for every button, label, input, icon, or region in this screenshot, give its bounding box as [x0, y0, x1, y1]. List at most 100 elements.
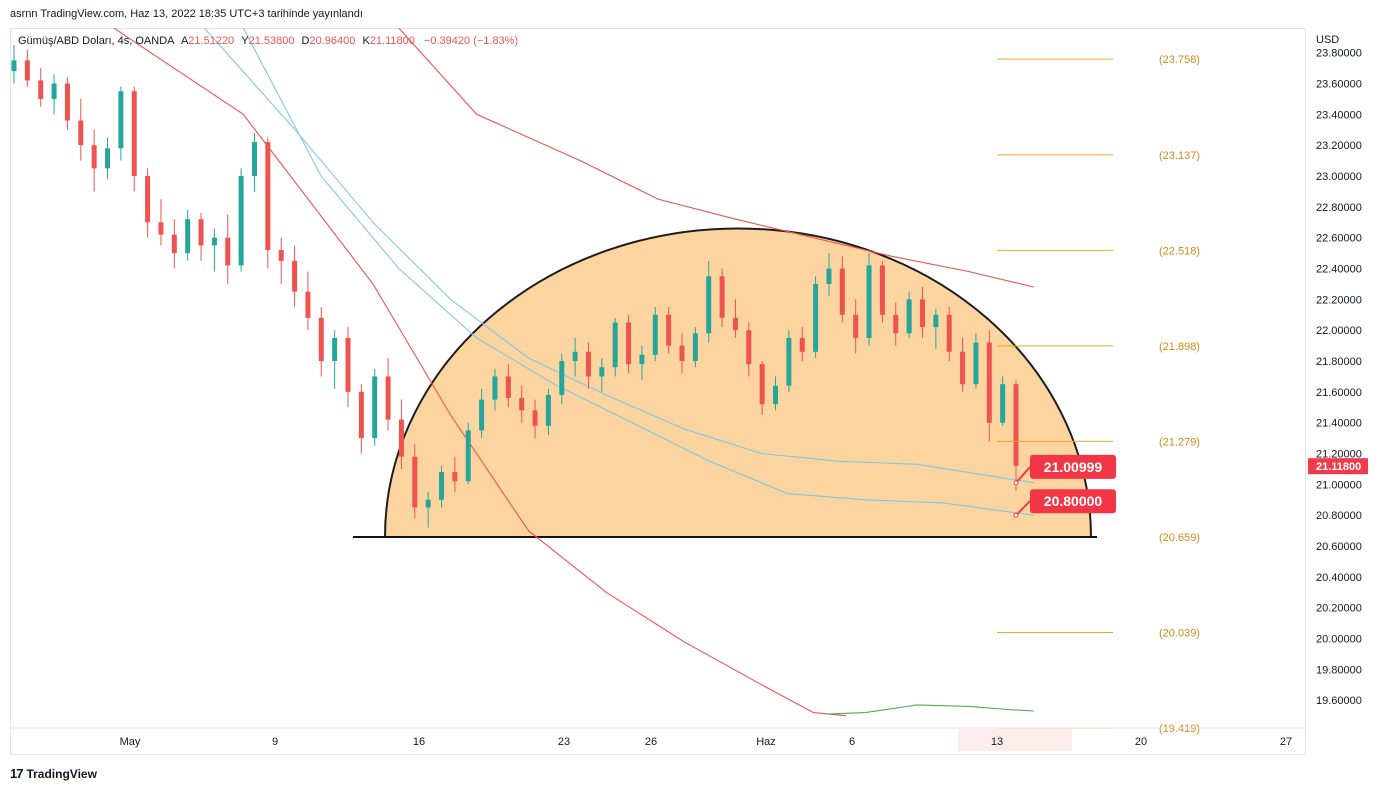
- candle-body: [11, 60, 17, 72]
- callout-label: 20.80000: [1044, 493, 1103, 509]
- y-tick-label: 19.80000: [1316, 664, 1362, 676]
- x-tick-label: 26: [645, 736, 657, 748]
- rounding-top-arc: [383, 227, 1093, 538]
- callout-label: 21.00999: [1044, 459, 1103, 475]
- moving-average-line-2: [242, 28, 1034, 516]
- candle-body: [185, 219, 191, 254]
- candle: [105, 137, 111, 180]
- symbol-label[interactable]: Gümüş/ABD Doları, 4s, OANDA: [18, 35, 174, 47]
- candle-body: [759, 364, 765, 405]
- moving-average-line-4: [826, 704, 1034, 715]
- open-label: A: [180, 35, 189, 47]
- candle: [238, 168, 244, 272]
- y-tick-label: 23.00000: [1316, 171, 1362, 183]
- candle-body: [64, 83, 70, 121]
- last-price-tag: [1308, 458, 1368, 475]
- candle: [519, 385, 525, 423]
- candle: [919, 287, 925, 338]
- candle: [131, 86, 137, 192]
- x-tick-label: Haz: [756, 736, 776, 748]
- candle-body: [839, 268, 845, 315]
- candle-body: [946, 314, 952, 352]
- candle-body: [305, 291, 311, 318]
- candle-body: [452, 472, 458, 482]
- candle: [452, 456, 458, 493]
- candle-body: [1013, 384, 1019, 466]
- candle: [11, 44, 17, 84]
- candle: [679, 333, 685, 374]
- candle: [986, 330, 992, 442]
- candle: [118, 86, 124, 161]
- last-price-label: 21.11800: [1316, 461, 1361, 473]
- candle-body: [906, 299, 912, 334]
- candle: [345, 327, 351, 408]
- candle: [78, 98, 84, 161]
- candle: [839, 256, 845, 323]
- candle-body: [746, 330, 752, 365]
- candle-body: [278, 250, 284, 261]
- candle: [292, 245, 298, 308]
- plot-layer: [11, 28, 1097, 717]
- x-tick-label: 23: [558, 736, 570, 748]
- candle-body: [786, 337, 792, 386]
- callout-anchor: [1013, 480, 1019, 486]
- candle-body: [893, 314, 899, 334]
- candle: [639, 345, 645, 380]
- candle: [91, 129, 97, 192]
- low-value: 20.96400: [309, 35, 356, 47]
- candle-body: [105, 148, 111, 169]
- candle-body: [131, 91, 137, 177]
- candle: [652, 307, 658, 362]
- candle-body: [78, 120, 84, 146]
- candle-body: [198, 219, 204, 246]
- callout-box: [1030, 454, 1116, 479]
- candle: [545, 388, 551, 436]
- ohlc-legend: Gümüş/ABD Doları, 4s, OANDA A21.51220 Y2…: [18, 35, 518, 47]
- y-tick-label: 20.20000: [1316, 603, 1362, 615]
- candle-body: [439, 472, 445, 500]
- candle-body: [505, 376, 511, 399]
- candle-body: [572, 351, 578, 362]
- y-tick-label: 22.00000: [1316, 325, 1362, 337]
- y-axis: 23.80000 23.60000 23.40000 23.20000 23.00000…: [1308, 48, 1368, 707]
- candle-body: [612, 322, 618, 368]
- y-tick-label: 21.00000: [1316, 479, 1362, 491]
- y-tick-label: 23.40000: [1316, 109, 1362, 121]
- candle-body: [879, 265, 885, 315]
- open-value: 21.51220: [188, 35, 235, 47]
- candle-body: [265, 142, 271, 251]
- candle: [505, 364, 511, 408]
- candle: [198, 213, 204, 261]
- chart-frame: [10, 28, 1306, 755]
- fib-level-label: (22.518): [1159, 245, 1200, 257]
- candle: [532, 399, 538, 439]
- fib-level-label: (23.137): [1159, 150, 1200, 162]
- candle-body: [385, 376, 391, 420]
- candle: [372, 368, 378, 446]
- callout-box: [1030, 489, 1116, 514]
- y-tick-label: 22.60000: [1316, 233, 1362, 245]
- candle-body: [973, 342, 979, 385]
- candle: [786, 330, 792, 392]
- candle: [64, 77, 70, 130]
- candle-body: [372, 376, 378, 439]
- x-tick-label: 6: [849, 736, 855, 748]
- high-value: 21.53800: [248, 35, 295, 47]
- candle: [746, 322, 752, 377]
- candle-body: [398, 419, 404, 457]
- candle-body: [986, 342, 992, 423]
- candle-body: [732, 317, 738, 331]
- x-axis: May 9 16 23 26 Haz 6 13 20 27: [10, 727, 1306, 751]
- candle-body: [91, 145, 97, 169]
- candle: [38, 68, 44, 107]
- candle-body: [666, 314, 672, 346]
- candle-body: [425, 499, 431, 508]
- candle: [732, 299, 738, 338]
- candle: [626, 314, 632, 374]
- candle: [666, 307, 672, 354]
- candle: [879, 260, 885, 323]
- tradingview-logo-icon: 17: [10, 766, 24, 781]
- candle-body: [412, 456, 418, 508]
- change-value: −0.39420 (−1.83%): [423, 35, 519, 47]
